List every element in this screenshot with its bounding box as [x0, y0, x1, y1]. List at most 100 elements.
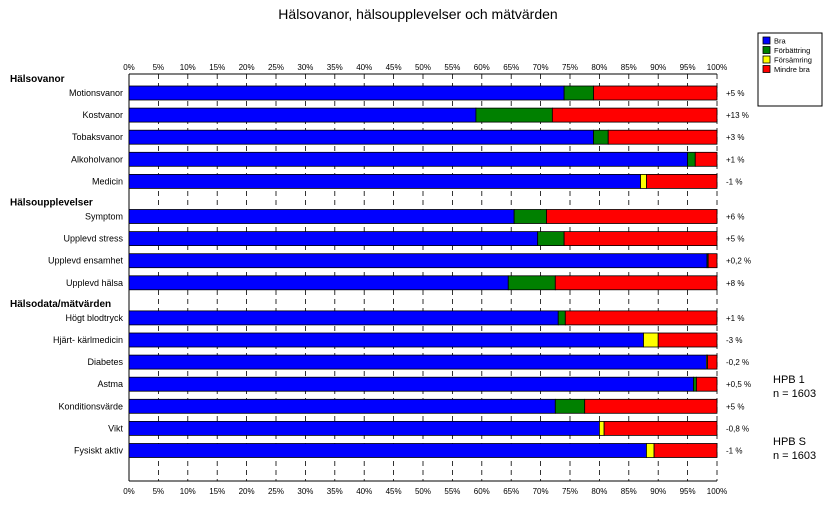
- tick-label-bottom: 25%: [268, 487, 284, 496]
- tick-label-top: 60%: [474, 63, 490, 72]
- category-label: Tobaksvanor: [72, 132, 123, 142]
- tick-label-bottom: 0%: [123, 487, 135, 496]
- group-label: Hälsovanor: [10, 74, 65, 85]
- bar-segment: [546, 210, 717, 224]
- bar-segment: [129, 276, 508, 290]
- bar-segment: [594, 86, 717, 100]
- tick-label-bottom: 20%: [239, 487, 255, 496]
- tick-label-bottom: 80%: [591, 487, 607, 496]
- tick-label-top: 75%: [562, 63, 578, 72]
- tick-label-top: 5%: [153, 63, 165, 72]
- change-label: -3 %: [726, 336, 742, 345]
- change-label: -1 %: [726, 447, 742, 456]
- category-label: Konditionsvärde: [58, 401, 123, 411]
- annotation-line2: n = 1603: [773, 450, 816, 462]
- bar-segment: [129, 355, 706, 369]
- bar-segment: [695, 152, 717, 166]
- change-label: +5 %: [726, 402, 744, 411]
- legend-swatch: [763, 66, 770, 73]
- category-label: Kostvanor: [82, 110, 123, 120]
- chart-title: Hälsovanor, hälsoupplevelser och mätvärd…: [278, 6, 557, 22]
- bar-segment: [129, 210, 514, 224]
- legend-label: Bra: [774, 37, 787, 46]
- bars: [129, 86, 717, 458]
- bar-segment: [555, 399, 584, 413]
- tick-label-top: 100%: [707, 63, 727, 72]
- change-label: +6 %: [726, 213, 744, 222]
- tick-label-bottom: 55%: [444, 487, 460, 496]
- tick-label-top: 65%: [503, 63, 519, 72]
- bar-segment: [654, 444, 717, 458]
- tick-label-top: 0%: [123, 63, 135, 72]
- bar-segment: [129, 333, 644, 347]
- tick-label-top: 30%: [297, 63, 313, 72]
- category-label: Hjärt- kärlmedicin: [53, 335, 123, 345]
- bar-segment: [696, 377, 717, 391]
- bar-segment: [565, 311, 717, 325]
- legend-swatch: [763, 37, 770, 44]
- legend-label: Förbättring: [774, 46, 810, 55]
- bar-segment: [129, 174, 641, 188]
- annotation-line2: n = 1603: [773, 388, 816, 400]
- change-label: +0,2 %: [726, 257, 751, 266]
- bar-segment: [604, 421, 717, 435]
- category-label: Fysiskt aktiv: [74, 446, 124, 456]
- change-label: -1 %: [726, 177, 742, 186]
- annotation-line1: HPB 1: [773, 374, 805, 386]
- bar-segment: [129, 377, 693, 391]
- legend-label: Mindre bra: [774, 65, 811, 74]
- category-label: Diabetes: [87, 357, 123, 367]
- tick-label-top: 80%: [591, 63, 607, 72]
- group-label: Hälsoupplevelser: [10, 198, 93, 209]
- tick-label-bottom: 60%: [474, 487, 490, 496]
- bar-segment: [608, 130, 717, 144]
- bar-segment: [555, 276, 717, 290]
- category-label: Upplevd hälsa: [66, 278, 123, 288]
- tick-label-bottom: 95%: [680, 487, 696, 496]
- legend-label: Försämring: [774, 56, 812, 65]
- annotation-line1: HPB S: [773, 436, 806, 448]
- category-label: Upplevd stress: [63, 234, 123, 244]
- bar-segment: [646, 174, 717, 188]
- tick-label-bottom: 65%: [503, 487, 519, 496]
- bar-segment: [129, 232, 538, 246]
- change-label: +1 %: [726, 155, 744, 164]
- tick-label-top: 35%: [327, 63, 343, 72]
- bar-segment: [508, 276, 555, 290]
- tick-label-bottom: 90%: [650, 487, 666, 496]
- bar-segment: [558, 311, 565, 325]
- bar-segment: [658, 333, 717, 347]
- legend-swatch: [763, 56, 770, 63]
- tick-label-top: 95%: [680, 63, 696, 72]
- tick-label-bottom: 85%: [621, 487, 637, 496]
- tick-label-bottom: 5%: [153, 487, 165, 496]
- bar-segment: [129, 444, 646, 458]
- change-label: +13 %: [726, 111, 749, 120]
- bar-segment: [129, 86, 564, 100]
- tick-label-top: 90%: [650, 63, 666, 72]
- change-label: +5 %: [726, 235, 744, 244]
- tick-label-bottom: 15%: [209, 487, 225, 496]
- bar-segment: [129, 311, 558, 325]
- bar-segment: [129, 254, 707, 268]
- tick-label-bottom: 30%: [297, 487, 313, 496]
- bar-segment: [641, 174, 647, 188]
- bar-segment: [129, 399, 555, 413]
- tick-label-bottom: 35%: [327, 487, 343, 496]
- tick-label-top: 70%: [533, 63, 549, 72]
- change-label: -0,2 %: [726, 358, 749, 367]
- tick-label-bottom: 45%: [386, 487, 402, 496]
- bar-segment: [552, 108, 717, 122]
- bar-segment: [585, 399, 717, 413]
- bar-segment: [599, 421, 604, 435]
- change-label: -0,8 %: [726, 424, 749, 433]
- bar-segment: [129, 108, 476, 122]
- change-label: +0,5 %: [726, 380, 751, 389]
- bar-segment: [594, 130, 609, 144]
- category-label: Motionsvanor: [69, 88, 123, 98]
- category-label: Symptom: [85, 212, 123, 222]
- bar-segment: [644, 333, 659, 347]
- bar-segment: [564, 86, 593, 100]
